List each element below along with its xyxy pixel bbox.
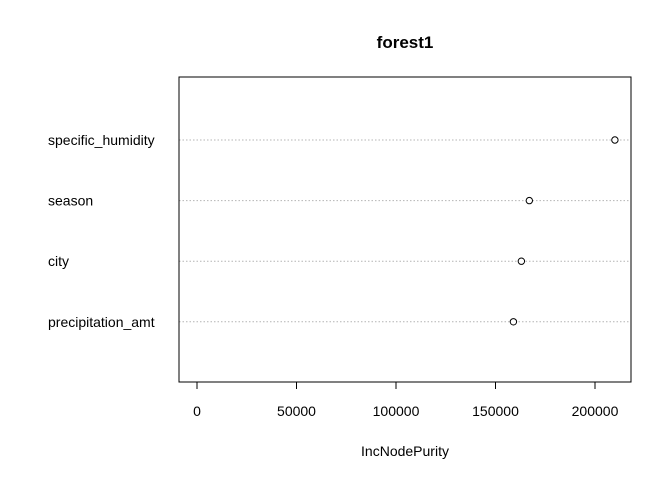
chart-title: forest1 <box>377 33 434 52</box>
data-point <box>509 318 518 326</box>
data-point <box>611 136 619 144</box>
x-tick-label: 100000 <box>373 403 420 419</box>
category-label: precipitation_amt <box>48 314 155 330</box>
x-tick-label: 50000 <box>277 403 316 419</box>
category-label: season <box>48 193 93 209</box>
x-tick-label: 200000 <box>572 403 619 419</box>
x-axis-label: IncNodePurity <box>361 443 449 459</box>
x-tick-label: 150000 <box>472 403 519 419</box>
x-tick-label: 0 <box>193 403 201 419</box>
data-point <box>517 257 526 265</box>
category-label: city <box>48 253 69 269</box>
grid-lines <box>179 139 631 323</box>
plot-frame <box>178 76 632 383</box>
x-axis: 0 50000 100000 150000 200000 <box>193 381 619 419</box>
data-points <box>509 136 619 326</box>
data-point <box>525 196 534 205</box>
category-label: specific_humidity <box>48 132 155 148</box>
